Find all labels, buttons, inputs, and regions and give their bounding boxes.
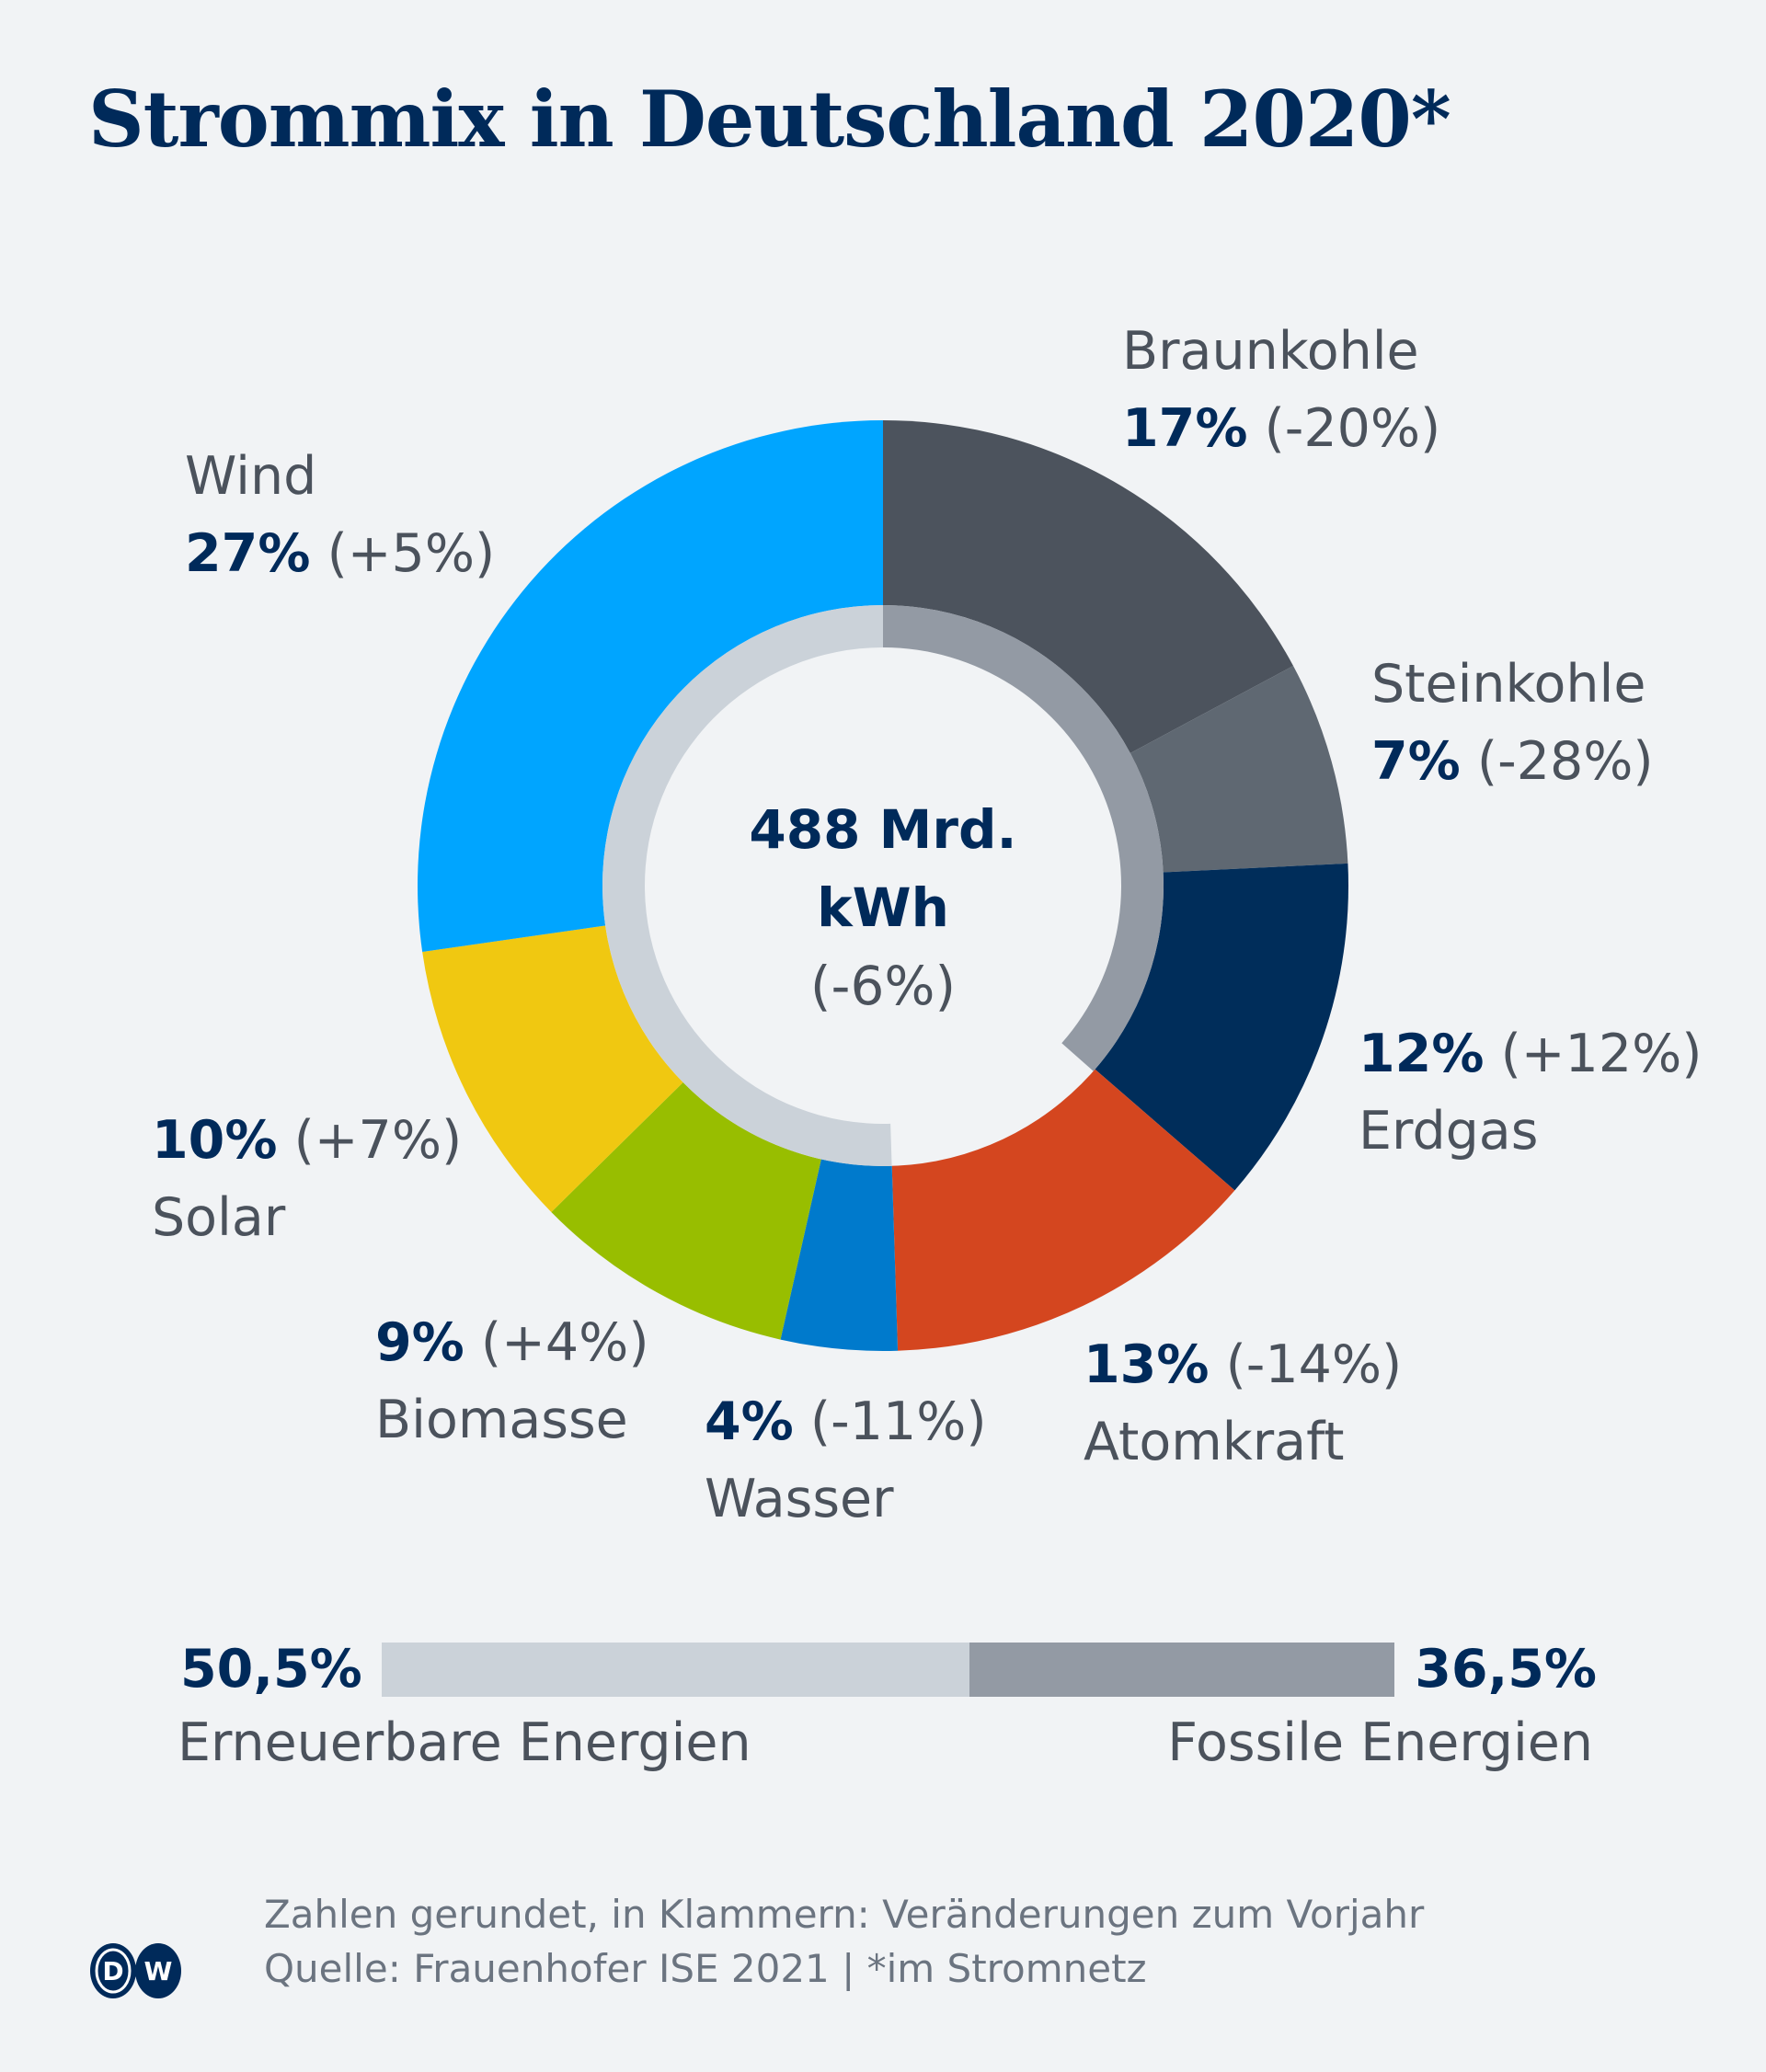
slice-pct: 4% <box>705 1391 794 1452</box>
slice-pct: 10% <box>152 1110 278 1171</box>
slice-pct: 17% <box>1122 398 1248 459</box>
slice-name: Braunkohle <box>1122 321 1419 382</box>
renewable-label: Erneuerbare Energien <box>178 1712 751 1773</box>
slice-change: (+4%) <box>480 1312 649 1373</box>
svg-text:D: D <box>102 1956 123 1986</box>
footer-note: Zahlen gerundet, in Klammern: Veränderun… <box>264 1892 1425 1937</box>
slice-name: Wasser <box>705 1469 894 1529</box>
svg-text:W: W <box>144 1956 173 1986</box>
label-wasser: 4% (-11%) Wasser <box>705 1383 987 1538</box>
fossil-label: Fossile Energien <box>1167 1712 1593 1773</box>
label-atomkraft: 13% (-14%) Atomkraft <box>1084 1326 1402 1481</box>
slice-name: Wind <box>185 446 317 507</box>
chart-title: Strommix in Deutschland 2020* <box>88 74 1451 165</box>
inner-ring-fossil <box>883 605 1164 1071</box>
slice-name: Erdgas <box>1359 1101 1539 1162</box>
inner-ring-renewable <box>602 605 892 1166</box>
fossil-value: 36,5% <box>1415 1639 1597 1700</box>
center-total-value: 488 Mrd. <box>749 798 1017 861</box>
slice-name: Biomasse <box>375 1390 628 1450</box>
slice-name: Steinkohle <box>1371 654 1646 715</box>
donut-hole <box>602 605 1164 1166</box>
footer-source: Quelle: Frauenhofer ISE 2021 | *im Strom… <box>264 1946 1147 1991</box>
slice-pct: 12% <box>1359 1024 1485 1084</box>
dw-logo-icon: D W <box>90 1943 181 1998</box>
fossil-bar <box>969 1643 1394 1697</box>
label-wind: Wind 27% (+5%) <box>185 438 495 592</box>
slice-pct: 9% <box>375 1312 464 1373</box>
slice-change: (+5%) <box>327 523 496 584</box>
slice-pct: 27% <box>185 523 311 584</box>
slice-change: (-28%) <box>1476 731 1654 792</box>
label-erdgas: 12% (+12%) Erdgas <box>1359 1015 1703 1170</box>
slice-change: (+7%) <box>293 1110 463 1171</box>
slice-change: (-20%) <box>1264 398 1441 459</box>
slice-change: (+12%) <box>1500 1024 1703 1084</box>
renewable-value: 50,5% <box>180 1639 362 1700</box>
center-total: 488 Mrd. kWh (-6%) <box>699 791 1067 1025</box>
slice-name: Atomkraft <box>1084 1412 1345 1472</box>
label-steinkohle: Steinkohle 7% (-28%) <box>1371 646 1654 800</box>
renewable-bar <box>382 1643 970 1697</box>
slice-change: (-14%) <box>1225 1334 1403 1395</box>
slice-change: (-11%) <box>809 1391 987 1452</box>
label-solar: 10% (+7%) Solar <box>152 1102 462 1256</box>
slice-pct: 13% <box>1084 1334 1210 1395</box>
label-braunkohle: Braunkohle 17% (-20%) <box>1122 313 1440 467</box>
center-total-unit: kWh <box>817 876 949 939</box>
slice-name: Solar <box>152 1187 286 1248</box>
slice-pct: 7% <box>1371 731 1461 792</box>
label-biomasse: 9% (+4%) Biomasse <box>375 1304 649 1459</box>
center-total-change: (-6%) <box>809 955 957 1017</box>
